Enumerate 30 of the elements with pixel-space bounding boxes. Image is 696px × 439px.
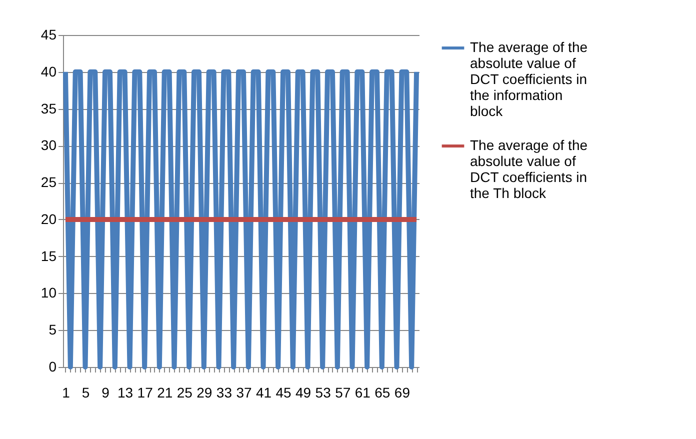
- x-tick-label: 13: [118, 384, 134, 400]
- x-tick-label: 1: [62, 384, 70, 400]
- y-tick-label: 20: [40, 210, 57, 227]
- x-tick-label: 45: [276, 384, 292, 400]
- x-tick-label: 49: [296, 384, 312, 400]
- y-tick-label: 35: [40, 100, 57, 116]
- y-tick-label: 30: [40, 137, 57, 154]
- x-tick-label: 33: [216, 384, 232, 400]
- x-tick-label: 29: [196, 384, 212, 400]
- x-tick-label: 57: [335, 384, 351, 400]
- x-tick-label: 21: [157, 384, 173, 400]
- y-tick-label: 5: [48, 322, 57, 338]
- y-tick-label: 40: [40, 63, 57, 80]
- x-tick-label: 5: [82, 384, 90, 400]
- legend-label: The average of the absolute value of DCT coefficients in the information block: [470, 39, 588, 119]
- x-tick-label: 25: [176, 384, 193, 400]
- x-tick-label: 37: [236, 384, 252, 400]
- y-tick-label: 0: [48, 358, 57, 374]
- x-tick-label: 17: [137, 384, 154, 400]
- x-tick-label: 69: [394, 384, 410, 400]
- y-tick-label: 25: [40, 174, 57, 190]
- legend-label: The average of the absolute value of DCT coefficients in the Th block: [470, 137, 588, 201]
- x-tick-label: 9: [102, 384, 110, 400]
- x-tick-label: 41: [256, 384, 272, 400]
- x-tick-label: 61: [354, 384, 371, 400]
- x-tick-label: 53: [315, 384, 332, 400]
- y-tick-label: 45: [40, 26, 57, 42]
- y-tick-label: 15: [40, 248, 57, 264]
- y-tick-label: 10: [40, 284, 57, 301]
- x-tick-label: 65: [374, 384, 390, 400]
